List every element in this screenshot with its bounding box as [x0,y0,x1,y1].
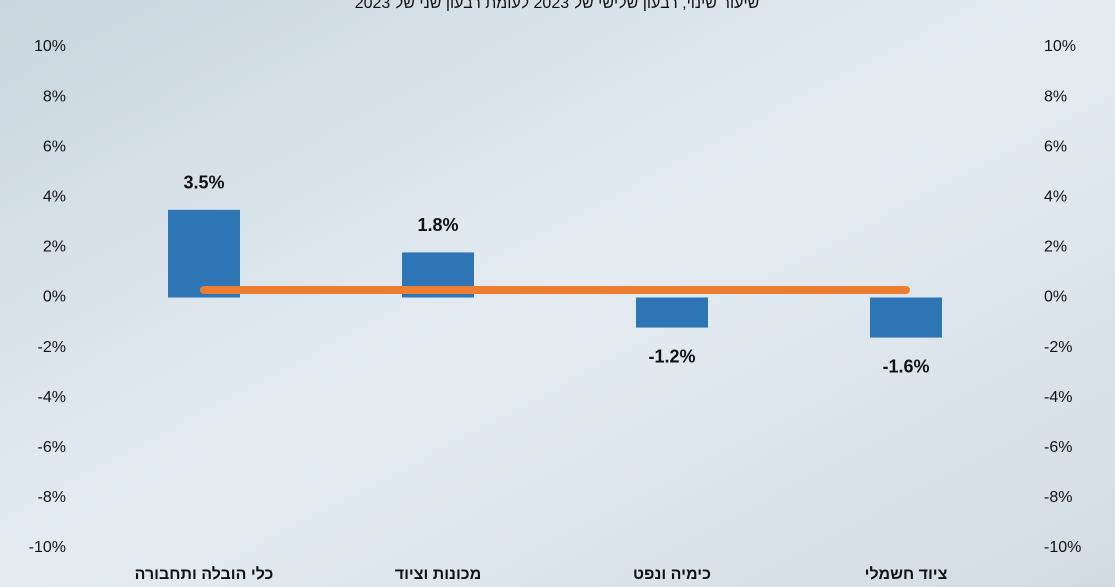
y2-tick-label: 4% [1044,189,1067,206]
y-tick-label: 10% [34,38,66,55]
y-tick-label: 4% [43,189,66,206]
x-tick-label: כלי הובלה ותחבורה [135,565,274,583]
y2-tick-label: 6% [1044,138,1067,155]
y2-tick-label: 2% [1044,239,1067,256]
value-label: -1.2% [648,346,695,366]
y2-tick-label: -2% [1044,339,1072,356]
y-tick-label: 8% [43,88,66,105]
y2-tick-label: 10% [1044,38,1076,55]
y-tick-label: -8% [38,489,66,506]
y2-tick-label: -10% [1044,539,1081,556]
chart: שיעור שינוי, רבעון שלישי של 2023 לעומת ר… [0,0,1115,587]
y2-tick-label: -6% [1044,439,1072,456]
y2-tick-label: -4% [1044,389,1072,406]
bar [870,298,942,338]
y-tick-label: -2% [38,339,66,356]
y2-tick-label: 0% [1044,289,1067,306]
value-label: 3.5% [183,173,224,193]
chart-title: שיעור שינוי, רבעון שלישי של 2023 לעומת ר… [355,0,760,12]
x-tick-label: מכונות וציוד [395,566,482,583]
y2-tick-label: 8% [1044,88,1067,105]
y-tick-label: -4% [38,389,66,406]
value-label: 1.8% [417,215,458,235]
y-tick-label: -6% [38,439,66,456]
bar [168,210,240,298]
y-tick-label: 2% [43,239,66,256]
y2-tick-label: -8% [1044,489,1072,506]
y-tick-label: 6% [43,138,66,155]
x-tick-label: ציוד חשמלי [865,565,948,583]
bar [636,298,708,328]
x-tick-label: כימיה ונפט [633,566,711,583]
value-label: -1.6% [882,356,929,376]
y-tick-label: -10% [29,539,66,556]
y-tick-label: 0% [43,289,66,306]
